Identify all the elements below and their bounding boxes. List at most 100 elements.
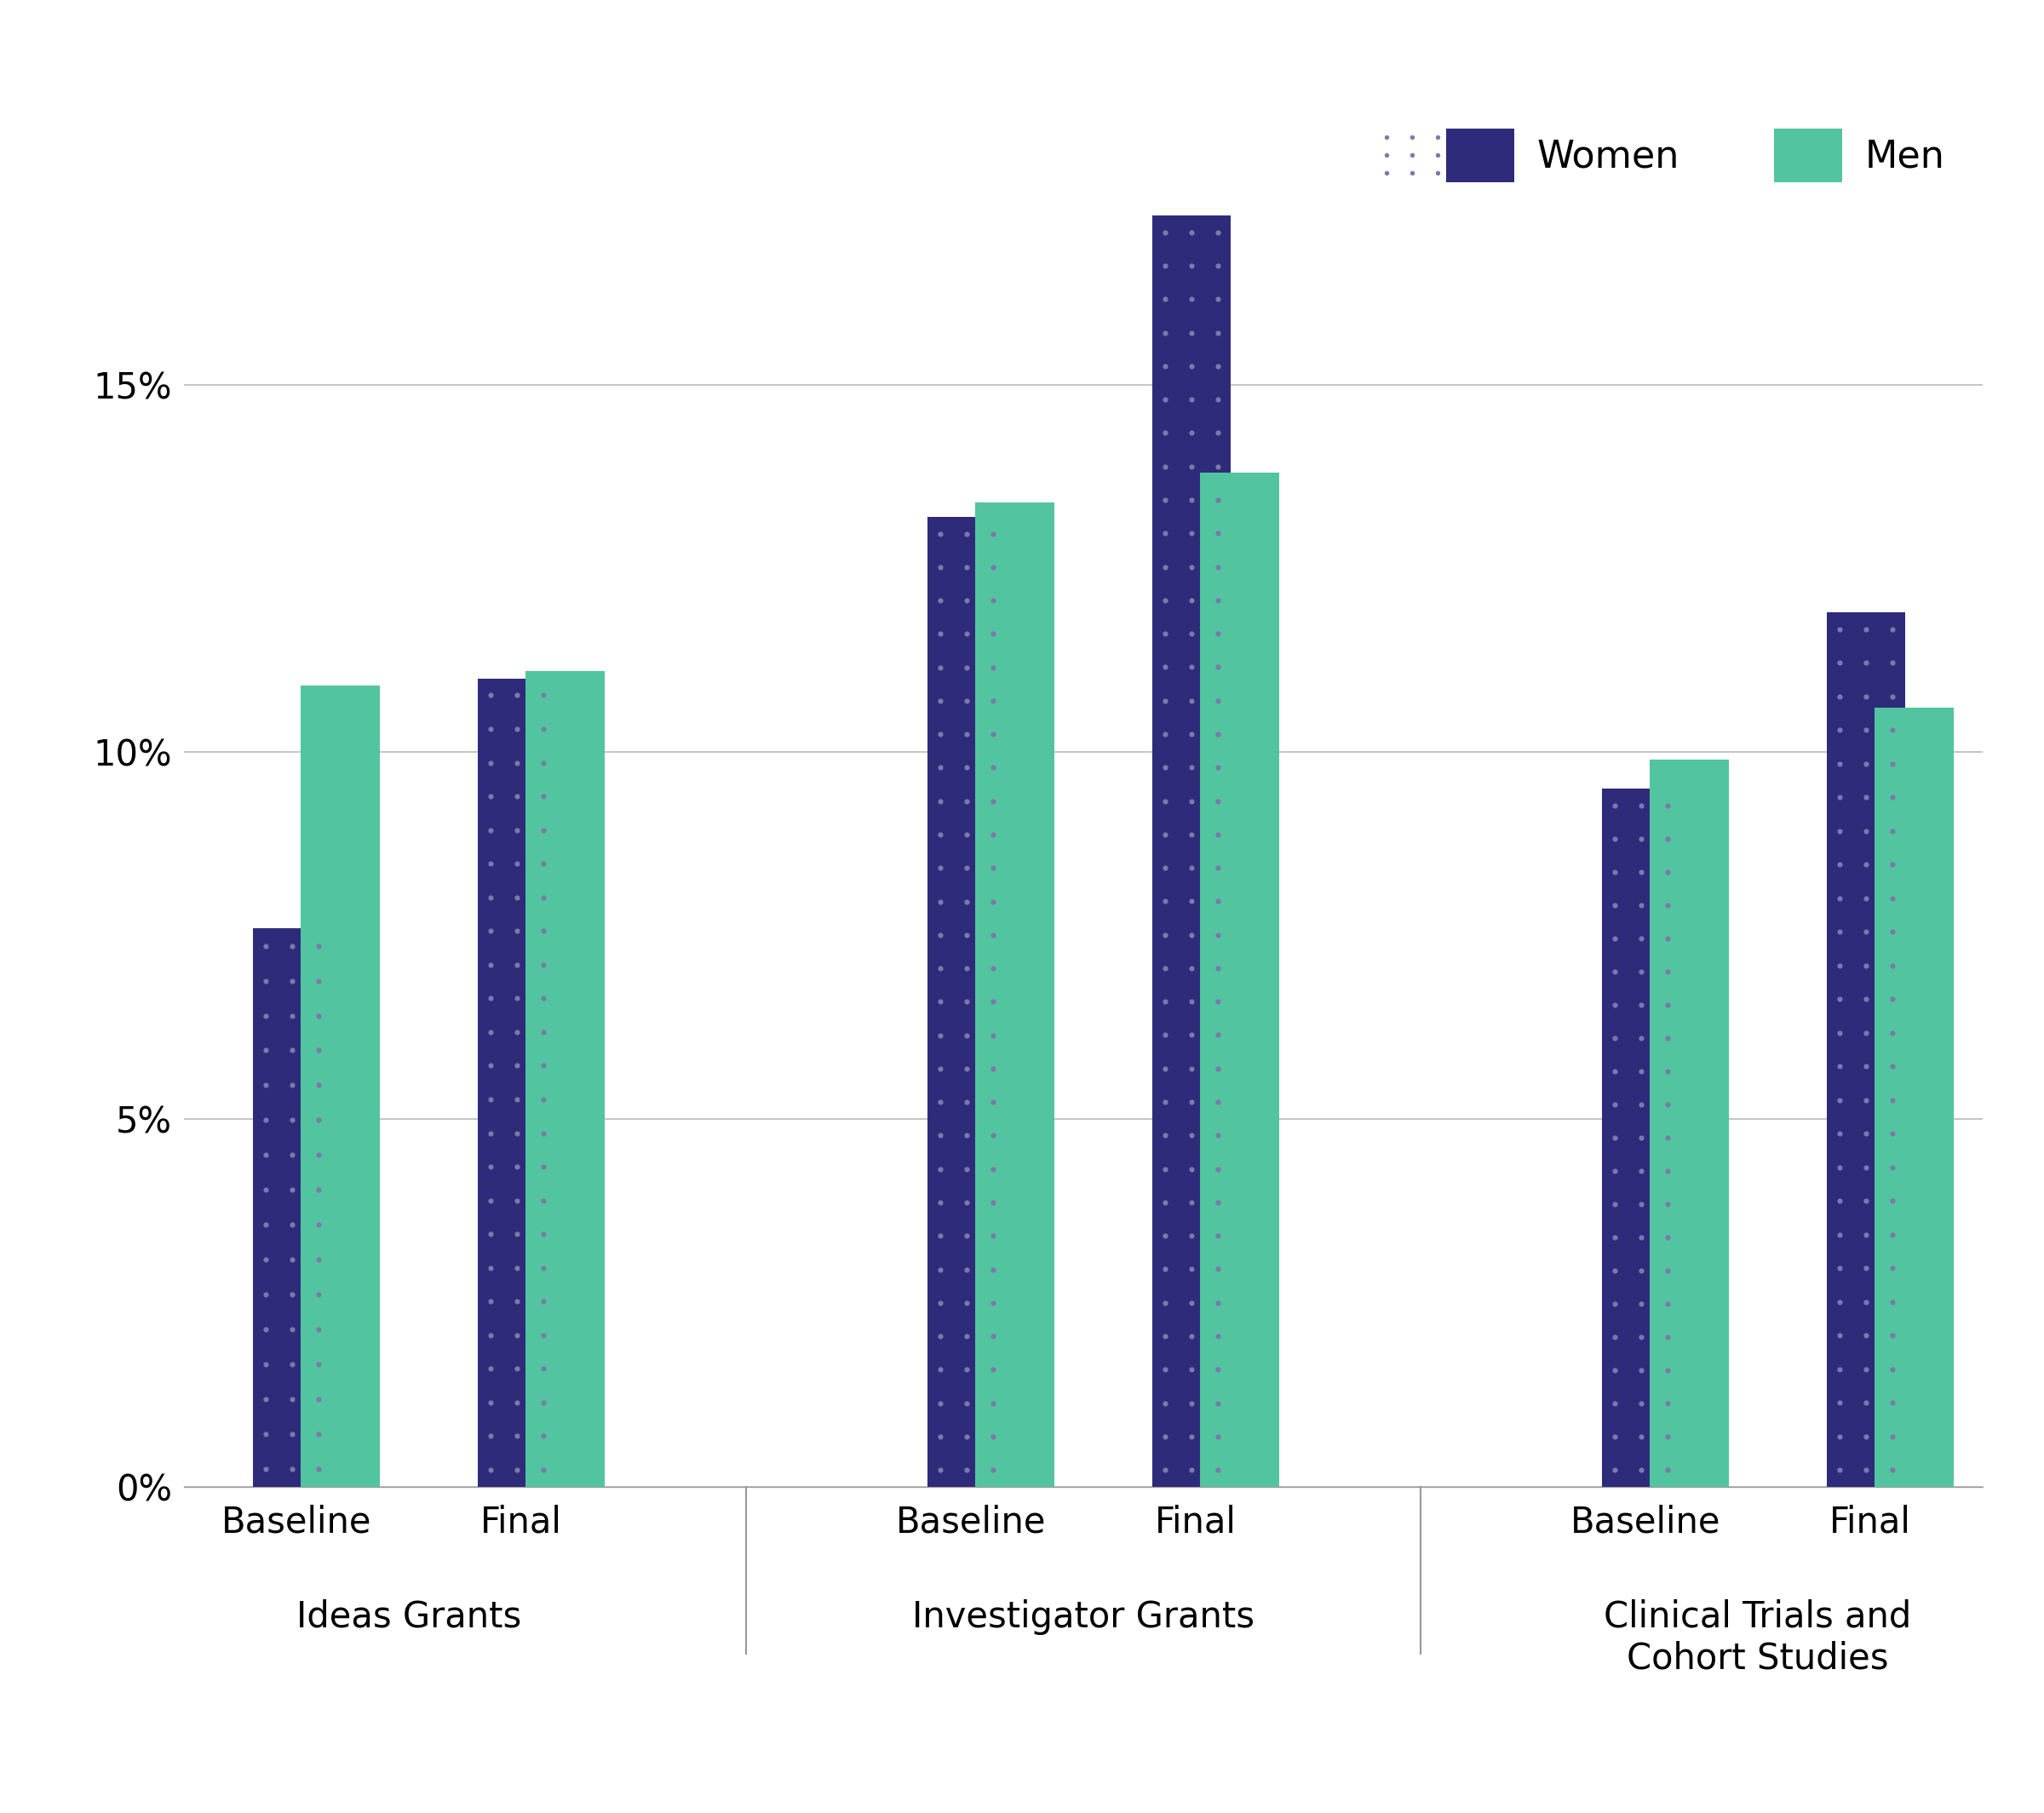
Point [1850,950,1883,979]
Point [1175,1120,1208,1149]
Point [1850,1421,1883,1450]
Point [1202,1255,1235,1284]
Point [1175,553,1208,582]
Point [1823,917,1856,946]
Point [527,714,560,743]
Point [474,950,507,979]
Point [1175,1322,1208,1351]
Point [1149,1354,1181,1383]
Point [303,1001,335,1030]
Point [303,1420,335,1449]
Point [950,1053,983,1082]
Point [950,921,983,950]
Point [474,1084,507,1113]
Point [1876,1086,1909,1115]
Point [1175,685,1208,714]
Point [474,1186,507,1215]
Point [1876,682,1909,711]
Point [1876,1421,1909,1450]
Point [276,1385,309,1414]
Point [1149,685,1181,714]
Point [977,1322,1010,1351]
Point [527,1389,560,1418]
Point [1823,984,1856,1013]
Point [527,984,560,1013]
Point [1175,1155,1208,1184]
Point [1202,1155,1235,1184]
Point [1598,1289,1631,1318]
Point [924,1322,957,1351]
Point [1149,384,1181,413]
Point [501,1456,533,1485]
Point [1175,1021,1208,1050]
Point [1876,850,1909,879]
Point [924,1222,957,1251]
Bar [525,671,605,1487]
Point [1149,1053,1181,1082]
Point [1625,1124,1658,1153]
Point [1652,957,1684,986]
Point [1149,1188,1181,1217]
Point [1823,1253,1856,1282]
Point [1652,1456,1684,1485]
Point [1823,1220,1856,1249]
Point [977,687,1010,716]
Point [1652,1356,1684,1385]
Point [1652,890,1684,919]
Point [276,1175,309,1204]
Point [1823,850,1856,879]
Point [1850,682,1883,711]
Point [1175,519,1208,548]
Point [249,1454,282,1483]
Point [1202,819,1235,848]
Point [527,1220,560,1249]
Point [276,1420,309,1449]
Point [1149,653,1181,682]
Point [527,848,560,877]
Point [249,1280,282,1309]
Point [1823,749,1856,778]
Point [924,1053,957,1082]
Point [1149,954,1181,983]
Point [527,917,560,946]
Point [1202,720,1235,749]
Point [1876,1220,1909,1249]
Point [1149,553,1181,582]
Point [950,1389,983,1418]
Point [474,1119,507,1148]
Point [1625,890,1658,919]
Point [1598,1224,1631,1253]
Point [1175,1389,1208,1418]
Point [1598,1189,1631,1218]
Point [1202,384,1235,413]
Point [1823,615,1856,644]
Point [1202,787,1235,816]
Point [303,1454,335,1483]
Point [249,1175,282,1204]
Point [527,1456,560,1485]
Point [1175,819,1208,848]
Point [1175,887,1208,916]
Point [924,1088,957,1117]
Point [1823,1052,1856,1081]
Point [977,1021,1010,1050]
Point [1202,352,1235,381]
Point [303,1071,335,1100]
Point [1652,1057,1684,1086]
Point [527,816,560,845]
Point [977,1289,1010,1318]
Point [501,749,533,778]
Point [276,1211,309,1240]
Point [1625,1356,1658,1385]
Point [924,1421,957,1450]
Point [1652,925,1684,954]
Point [977,988,1010,1017]
Point [924,1456,957,1485]
Point [1175,954,1208,983]
Point [249,1420,282,1449]
Point [977,819,1010,848]
Point [1625,1323,1658,1352]
Point [1598,1090,1631,1119]
Point [319,1401,352,1430]
Point [1850,649,1883,678]
